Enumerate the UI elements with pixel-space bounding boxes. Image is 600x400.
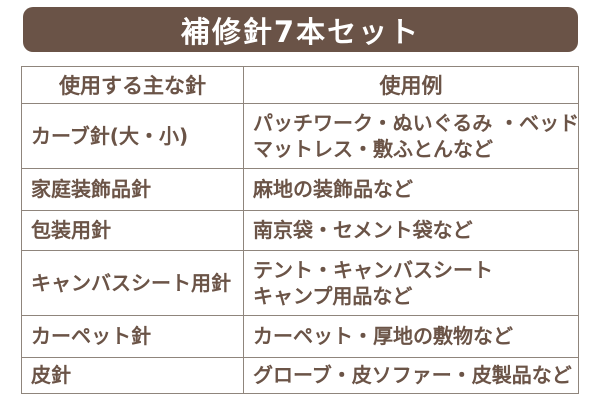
table-row: カーブ針(大・小) パッチワーク・ぬいぐるみ ・ベッド マットレス・敷ふとんなど [21, 103, 579, 169]
needle-cell: 家庭装飾品針 [21, 168, 244, 211]
table-row: キャンバスシート用針 テント・キャンバスシート キャンプ用品など [21, 250, 579, 316]
needle-cell: 皮針 [21, 357, 244, 394]
usage-line: マットレス・敷ふとんなど [253, 137, 493, 161]
usage-cell: グローブ・皮ソファー・皮製品など [243, 357, 579, 394]
column-header-usage: 使用例 [243, 66, 579, 104]
table-row: 包装用針 南京袋・セメント袋など [21, 210, 579, 251]
usage-cell: 麻地の装飾品など [243, 168, 579, 211]
needle-cell: 包装用針 [21, 210, 244, 251]
needle-cell: カーペット針 [21, 315, 244, 358]
usage-line: 麻地の装飾品など [253, 177, 413, 202]
table-row: 皮針 グローブ・皮ソファー・皮製品など [21, 357, 579, 394]
usage-cell: テント・キャンバスシート キャンプ用品など [243, 250, 579, 316]
needle-cell: キャンバスシート用針 [21, 250, 244, 316]
column-header-needle: 使用する主な針 [21, 66, 244, 104]
usage-line: グローブ・皮ソファー・皮製品など [253, 363, 572, 388]
usage-cell: パッチワーク・ぬいぐるみ ・ベッド マットレス・敷ふとんなど [243, 103, 579, 169]
table-row: カーペット針 カーペット・厚地の敷物など [21, 315, 579, 358]
page-title: 補修針7本セット [180, 14, 421, 49]
needle-cell: カーブ針(大・小) [21, 103, 244, 169]
table-header-row: 使用する主な針 使用例 [21, 66, 579, 104]
product-title-banner: 補修針7本セット [23, 7, 578, 52]
needle-usage-table: 使用する主な針 使用例 カーブ針(大・小) パッチワーク・ぬいぐるみ ・ベッド … [21, 66, 579, 394]
usage-line: キャンプ用品など [253, 284, 413, 308]
usage-line: 南京袋・セメント袋など [253, 218, 473, 243]
table-row: 家庭装飾品針 麻地の装飾品など [21, 168, 579, 211]
usage-line: パッチワーク・ぬいぐるみ ・ベッド [253, 110, 579, 135]
usage-line: テント・キャンバスシート [253, 257, 493, 282]
usage-cell: 南京袋・セメント袋など [243, 210, 579, 251]
usage-line: カーペット・厚地の敷物など [253, 324, 513, 349]
usage-cell: カーペット・厚地の敷物など [243, 315, 579, 358]
